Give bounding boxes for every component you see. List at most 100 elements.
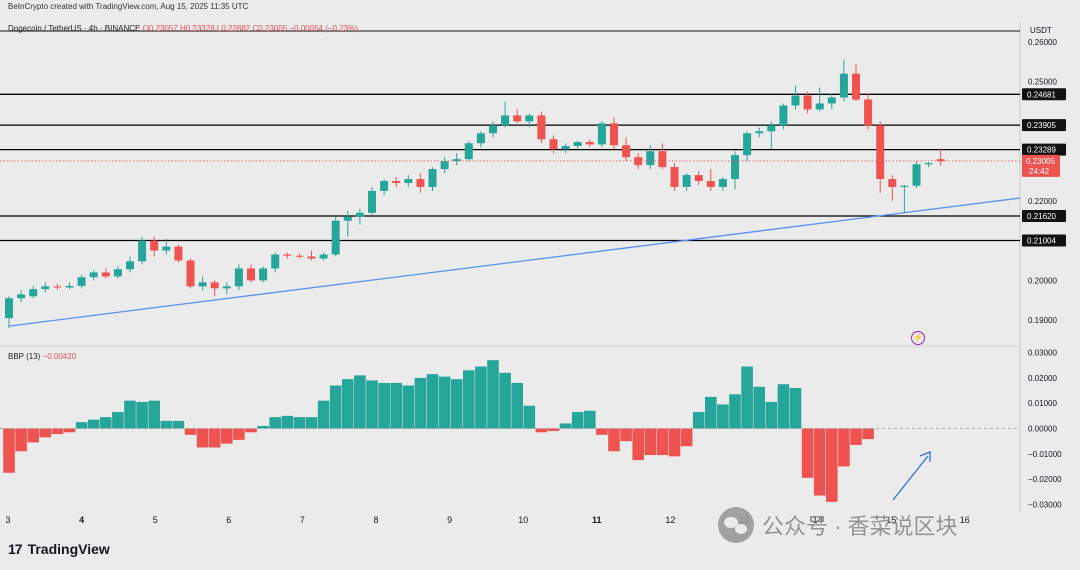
candle-body <box>549 139 558 150</box>
bbp-bar <box>729 394 741 429</box>
bbp-bar <box>184 428 197 435</box>
bbp-tick-label: −0.02000 <box>1028 475 1062 484</box>
candle-body <box>682 175 691 187</box>
candle-body <box>452 159 461 162</box>
bbp-bar <box>584 410 596 429</box>
candle-body <box>900 185 909 187</box>
candle-body <box>198 282 207 287</box>
candle-body <box>743 133 752 156</box>
candle-body <box>234 268 243 287</box>
candle-body <box>585 142 594 145</box>
price-tick-label: 0.19000 <box>1028 316 1057 325</box>
candle-body <box>186 260 195 287</box>
bbp-bar <box>39 428 52 438</box>
candle-body <box>537 115 546 140</box>
candle-body <box>561 146 570 150</box>
level-label-box <box>1022 119 1066 132</box>
symbol-name: Dogecoin / TetherUS · 4h · BINANCE <box>8 24 141 33</box>
bbp-bar <box>535 428 548 433</box>
bbp-bar <box>3 428 15 473</box>
candle-body <box>150 240 159 251</box>
bbp-bar <box>366 380 378 429</box>
candle-body <box>101 272 110 277</box>
candle-body <box>283 254 292 256</box>
candle-body <box>755 131 764 134</box>
lightning-bolt-icon[interactable]: ⚡ <box>911 331 925 345</box>
candle-body <box>17 294 26 299</box>
bbp-bar <box>571 412 584 429</box>
candle-body <box>864 99 873 126</box>
candle-body <box>912 164 921 186</box>
momentum-arrow <box>892 451 931 501</box>
bbp-bar <box>196 428 209 448</box>
bbp-bar <box>257 425 269 429</box>
bbp-bar <box>668 428 681 457</box>
bbp-tick-label: 0.00000 <box>1028 425 1057 434</box>
bbp-bar <box>450 379 463 429</box>
bbp-bar <box>342 379 354 429</box>
bbp-bar <box>487 360 499 429</box>
time-tick-label: 3 <box>5 515 10 525</box>
bbp-bar <box>317 400 330 429</box>
time-tick-label: 10 <box>518 515 528 525</box>
level-label: 0.23289 <box>1027 146 1056 155</box>
bbp-bar <box>559 423 572 429</box>
candle-body <box>670 167 679 187</box>
bbp-bar <box>777 384 790 429</box>
candle-body <box>174 246 183 261</box>
candle-body <box>53 286 62 288</box>
trendline-group[interactable] <box>8 197 1021 327</box>
bbp-bar <box>136 401 148 429</box>
candle-body <box>876 125 885 180</box>
candle-body <box>404 179 413 183</box>
bbp-bar <box>305 417 318 429</box>
bbp-bar <box>100 417 112 429</box>
candle-body <box>113 269 122 277</box>
bbp-bar <box>281 415 294 429</box>
bbp-bar <box>329 385 342 429</box>
time-tick-label: 11 <box>592 515 602 525</box>
candle-body <box>295 255 304 257</box>
bbp-bar <box>172 420 185 429</box>
bbp-bar <box>632 428 644 461</box>
bbp-bar <box>813 428 826 496</box>
candle-body <box>89 272 98 278</box>
support-trendline[interactable] <box>8 197 1021 327</box>
candle-body <box>41 286 50 290</box>
candle-body <box>368 190 376 213</box>
bbp-bar <box>620 428 632 442</box>
tradingview-logo-icon: 17 <box>8 541 23 557</box>
candle-body <box>839 73 848 98</box>
tradingview-logo[interactable]: 17 TradingView <box>8 541 110 557</box>
candle-body <box>525 115 534 122</box>
wechat-icon <box>718 507 754 543</box>
bbp-bar <box>269 417 281 429</box>
level-label: 0.24681 <box>1027 90 1056 99</box>
bbp-bar <box>801 428 814 478</box>
time-tick-label: 5 <box>153 515 158 525</box>
bbp-bar <box>15 428 27 452</box>
candle-body <box>924 163 933 165</box>
candle-body <box>694 175 703 181</box>
bbp-bar <box>644 428 657 456</box>
candle-body <box>646 151 655 166</box>
bbp-bar <box>765 401 778 429</box>
candle-body <box>392 181 401 183</box>
price-tick-label: 0.22000 <box>1028 197 1057 206</box>
candle-body <box>852 73 860 100</box>
indicator-legend: BBP (13) −0.00420 <box>8 352 76 361</box>
horizontal-levels[interactable]: 0.24681 0.23905 0.23289 0.21620 0.21004 <box>0 88 1066 247</box>
candle-body <box>126 261 134 270</box>
candle-body <box>271 254 280 269</box>
candle-body <box>610 123 618 146</box>
level-label-box <box>1022 143 1066 156</box>
bbp-bar <box>221 428 233 444</box>
candle-body <box>29 289 38 297</box>
candle-body <box>489 125 497 134</box>
candle-body <box>936 159 945 162</box>
bbp-bar <box>148 400 160 429</box>
bbp-bar <box>112 412 124 429</box>
bbp-tick-label: 0.01000 <box>1028 399 1057 408</box>
